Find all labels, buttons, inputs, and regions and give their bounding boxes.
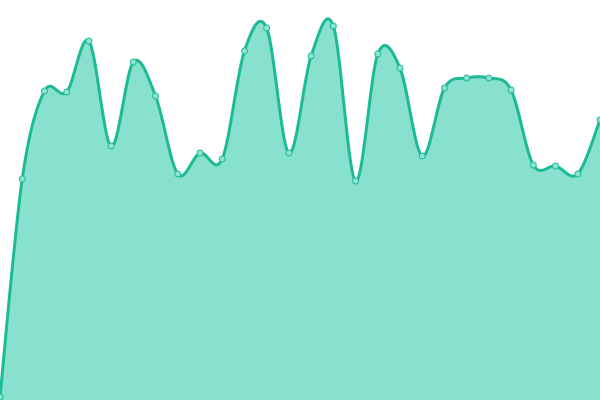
data-point-5 [107,142,115,150]
data-point-21 [463,74,471,82]
data-point-19 [418,152,426,160]
data-point-26 [574,170,582,178]
data-point-20 [440,84,448,92]
data-point-15 [329,22,337,30]
data-point-1 [18,175,26,183]
area-fill [0,18,600,400]
data-point-4 [85,37,93,45]
data-point-0 [0,393,4,400]
data-point-6 [129,58,137,66]
data-point-24 [529,161,537,169]
data-point-14 [307,52,315,60]
data-point-7 [152,92,160,100]
data-point-12 [263,24,271,32]
data-point-2 [40,87,48,95]
data-point-25 [552,162,560,170]
data-point-8 [174,170,182,178]
data-point-3 [63,88,71,96]
data-point-17 [374,50,382,58]
data-point-10 [218,155,226,163]
data-point-9 [196,149,204,157]
data-point-18 [396,64,404,72]
data-point-16 [352,177,360,185]
data-point-22 [485,74,493,82]
data-point-13 [285,149,293,157]
data-point-11 [240,47,248,55]
data-point-23 [507,86,515,94]
data-point-27 [596,116,600,124]
